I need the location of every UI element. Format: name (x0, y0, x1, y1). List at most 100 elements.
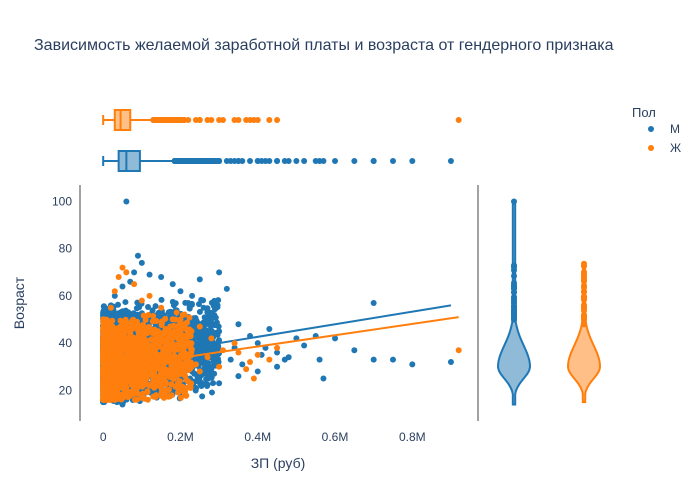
data-point (145, 303, 152, 310)
data-point (104, 359, 111, 366)
data-point (138, 297, 145, 304)
data-point (155, 328, 162, 335)
data-point (179, 312, 186, 319)
data-point (254, 340, 261, 347)
data-point (136, 357, 143, 364)
data-point (158, 353, 165, 360)
data-point (111, 358, 118, 365)
data-point (192, 361, 199, 368)
data-point (149, 373, 156, 380)
box-outlier (351, 158, 358, 164)
box-outlier (266, 158, 273, 164)
data-point (116, 340, 123, 347)
data-point (389, 356, 396, 363)
box-outlier (204, 117, 211, 123)
box-outlier (223, 158, 230, 164)
y-tick-label: 20 (59, 383, 73, 397)
data-point (193, 317, 200, 324)
legend: Пол МЖ (632, 105, 681, 155)
box-outlier (172, 158, 179, 164)
x-tick-label: 0.8M (399, 430, 426, 444)
legend-title: Пол (632, 105, 656, 120)
box-outlier (239, 158, 246, 164)
data-point (162, 344, 169, 351)
data-point (107, 396, 114, 403)
data-point (196, 276, 203, 283)
data-point (119, 366, 126, 373)
data-point (131, 281, 138, 288)
data-point (254, 368, 261, 375)
box-outlier (184, 158, 191, 164)
data-point (104, 392, 111, 399)
box-outlier (231, 117, 238, 123)
data-point (100, 383, 107, 390)
y-tick-label: 80 (59, 242, 73, 256)
y-tick-label: 60 (59, 289, 73, 303)
data-point (200, 304, 207, 311)
data-point (196, 308, 203, 315)
data-point (104, 312, 111, 319)
axes (79, 185, 479, 421)
data-point (192, 340, 199, 347)
data-point (115, 274, 122, 281)
box-outlier (196, 117, 203, 123)
data-point (123, 198, 130, 205)
data-point (186, 366, 193, 373)
violin-point (581, 284, 587, 291)
box-outlier (173, 117, 180, 123)
data-point (274, 349, 281, 356)
violin-point (581, 313, 587, 320)
data-point (370, 356, 377, 363)
data-point (158, 274, 165, 281)
data-point (105, 370, 112, 377)
data-point (164, 349, 171, 356)
data-point (130, 390, 137, 397)
x-tick-label: 0.2M (167, 430, 194, 444)
legend-entry: Ж (670, 141, 681, 155)
violin-point (581, 321, 587, 328)
x-tick-labels: 0 0.2M 0.4M 0.6M 0.8M (100, 430, 426, 444)
age-violin-0 (497, 198, 531, 406)
box-outlier (370, 158, 377, 164)
data-point (185, 328, 192, 335)
data-point (189, 292, 196, 299)
box-outlier (196, 158, 203, 164)
box-outlier (274, 117, 281, 123)
data-point (213, 299, 220, 306)
data-point (153, 392, 160, 399)
data-point (107, 355, 114, 362)
data-point (204, 309, 211, 316)
data-point (120, 394, 127, 401)
box-outlier (332, 158, 339, 164)
data-point (123, 389, 130, 396)
box-outlier (150, 117, 157, 123)
violin-point (511, 273, 517, 280)
data-point (129, 372, 136, 379)
data-point (247, 359, 254, 365)
data-point (196, 377, 203, 384)
data-point (409, 361, 416, 368)
data-point (131, 384, 138, 391)
box-outlier (447, 158, 454, 164)
salary-box-marginal (102, 109, 462, 172)
box-outlier (191, 158, 198, 164)
data-point (162, 333, 169, 340)
y-tick-labels: 20 40 60 80 100 (52, 195, 72, 398)
data-point (158, 304, 165, 311)
data-point (195, 331, 202, 338)
data-point (227, 356, 234, 363)
data-point (171, 328, 178, 335)
data-point (133, 343, 140, 350)
data-point (146, 328, 153, 335)
data-point (116, 335, 123, 342)
data-point (172, 300, 179, 307)
data-point (216, 269, 223, 276)
violin-point (581, 289, 587, 296)
data-point (161, 390, 168, 397)
data-point (203, 359, 210, 366)
data-point (199, 393, 206, 400)
data-point (204, 354, 211, 361)
data-point (115, 370, 122, 377)
data-point (144, 389, 151, 396)
data-point (134, 252, 141, 259)
